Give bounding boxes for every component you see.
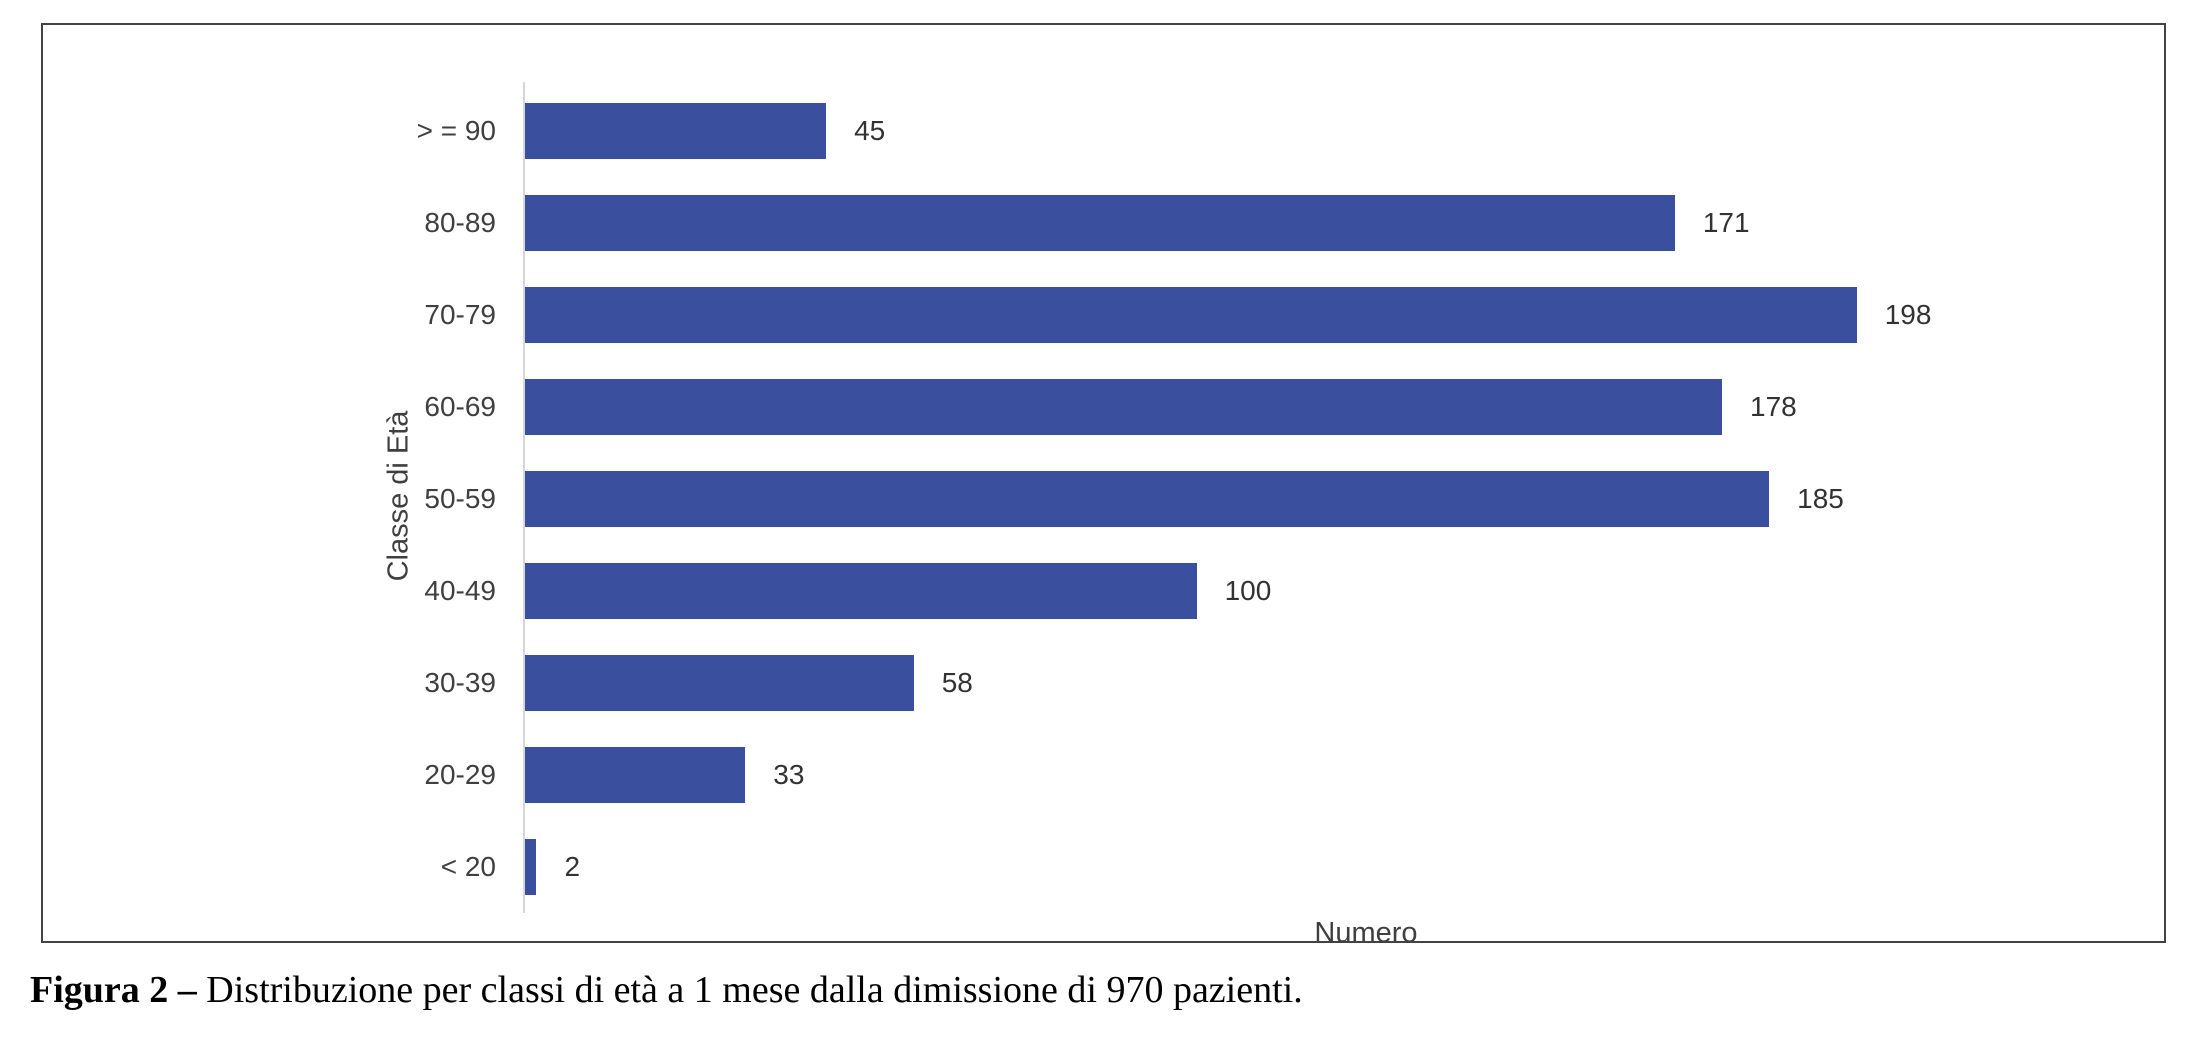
- bar: [523, 655, 914, 711]
- chart-row: > = 90 45: [86, 85, 2207, 177]
- y-axis-line: [523, 82, 525, 913]
- bar-track: 2: [523, 821, 2207, 913]
- category-label: 40-49: [424, 575, 496, 606]
- chart-row: 20-29 33: [86, 729, 2207, 821]
- chart-row: 80-89 171: [86, 177, 2207, 269]
- category-label: 50-59: [424, 483, 496, 514]
- category-label: 60-69: [424, 391, 496, 422]
- bar: [523, 195, 1675, 251]
- chart-frame: Classe di Età > = 90 45 80-89 171 70-79 198 60…: [41, 23, 2166, 949]
- bar: [523, 839, 537, 895]
- chart-row: 40-49 100: [86, 545, 2207, 637]
- value-label: 45: [854, 115, 886, 146]
- value-label: 100: [1224, 575, 1272, 606]
- bar: [523, 379, 1722, 435]
- category-label: < 20: [440, 851, 496, 882]
- x-axis-title: Numero: [1314, 917, 1418, 949]
- bar: [523, 563, 1197, 619]
- bar-track: 100: [523, 545, 2207, 637]
- category-label: 70-79: [424, 299, 496, 330]
- value-label: 33: [773, 759, 805, 790]
- bar: [523, 287, 1857, 343]
- value-label: 171: [1702, 207, 1750, 238]
- bar-track: 33: [523, 729, 2207, 821]
- bar-track: 185: [523, 453, 2207, 545]
- bar-track: 178: [523, 361, 2207, 453]
- value-label: 2: [564, 851, 581, 882]
- bar-track: 171: [523, 177, 2207, 269]
- category-label: 20-29: [424, 759, 496, 790]
- chart-row: 50-59 185: [86, 453, 2207, 545]
- bar: [523, 747, 746, 803]
- figure-caption: Figura 2 – Distribuzione per classi di e…: [30, 968, 1303, 1012]
- bar-track: 58: [523, 637, 2207, 729]
- chart-row: < 20 2: [86, 821, 2207, 913]
- value-label: 58: [941, 667, 973, 698]
- bar-track: 45: [523, 85, 2207, 177]
- bar-rows: > = 90 45 80-89 171 70-79 198 60-69 178 50-59 185…: [86, 85, 2207, 913]
- value-label: 198: [1884, 299, 1932, 330]
- category-label: > = 90: [416, 115, 496, 146]
- chart-row: 70-79 198: [86, 269, 2207, 361]
- value-label: 185: [1797, 483, 1844, 514]
- chart-row: 60-69 178: [86, 361, 2207, 453]
- bar: [523, 103, 827, 159]
- category-label: 30-39: [424, 667, 496, 698]
- bar: [523, 471, 1770, 527]
- category-label: 80-89: [424, 207, 496, 238]
- bar-track: 198: [523, 269, 2207, 361]
- chart-row: 30-39 58: [86, 637, 2207, 729]
- figure-caption-text: Distribuzione per classi di età a 1 mese…: [196, 969, 1303, 1011]
- value-label: 178: [1750, 391, 1797, 422]
- figure-caption-label: Figura 2 –: [30, 969, 197, 1011]
